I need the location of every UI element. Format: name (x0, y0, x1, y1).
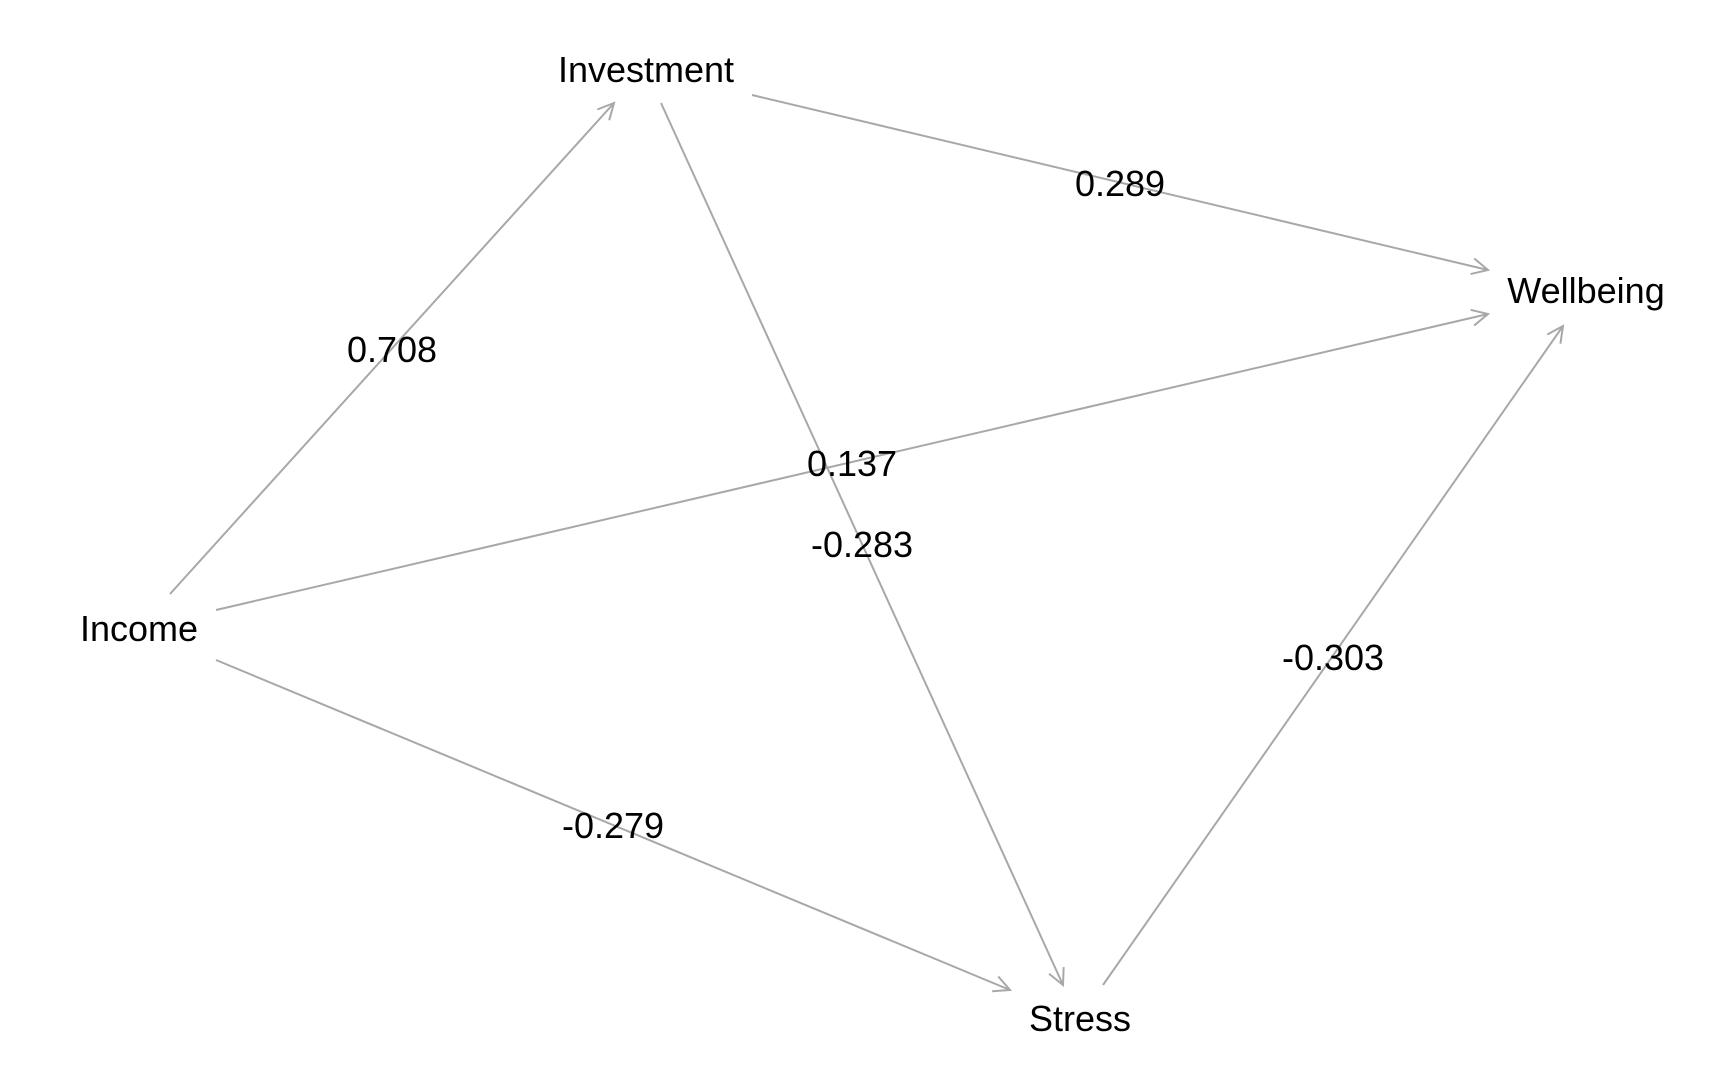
edge-label-income-wellbeing: 0.137 (807, 443, 897, 484)
nodes: Investment Wellbeing Income Stress (80, 49, 1665, 1039)
edge-income-wellbeing (215, 314, 1488, 611)
node-income: Income (80, 608, 198, 649)
node-investment: Investment (558, 49, 734, 90)
node-stress: Stress (1029, 998, 1131, 1039)
edges (169, 94, 1563, 990)
edge-income-investment (169, 103, 614, 595)
edge-investment-stress (660, 102, 1063, 985)
edge-label-income-investment: 0.708 (347, 329, 437, 370)
edge-label-income-stress: -0.279 (562, 805, 664, 846)
edge-income-stress (215, 659, 1010, 990)
edge-label-stress-wellbeing: -0.303 (1282, 637, 1384, 678)
node-wellbeing: Wellbeing (1507, 270, 1664, 311)
edge-labels: 0.708 0.289 0.137 -0.283 -0.303 -0.279 (347, 163, 1384, 846)
edge-investment-wellbeing (751, 94, 1488, 270)
edge-stress-wellbeing (1102, 326, 1563, 986)
edge-label-investment-stress: -0.283 (811, 524, 913, 565)
edge-label-investment-wellbeing: 0.289 (1075, 163, 1165, 204)
